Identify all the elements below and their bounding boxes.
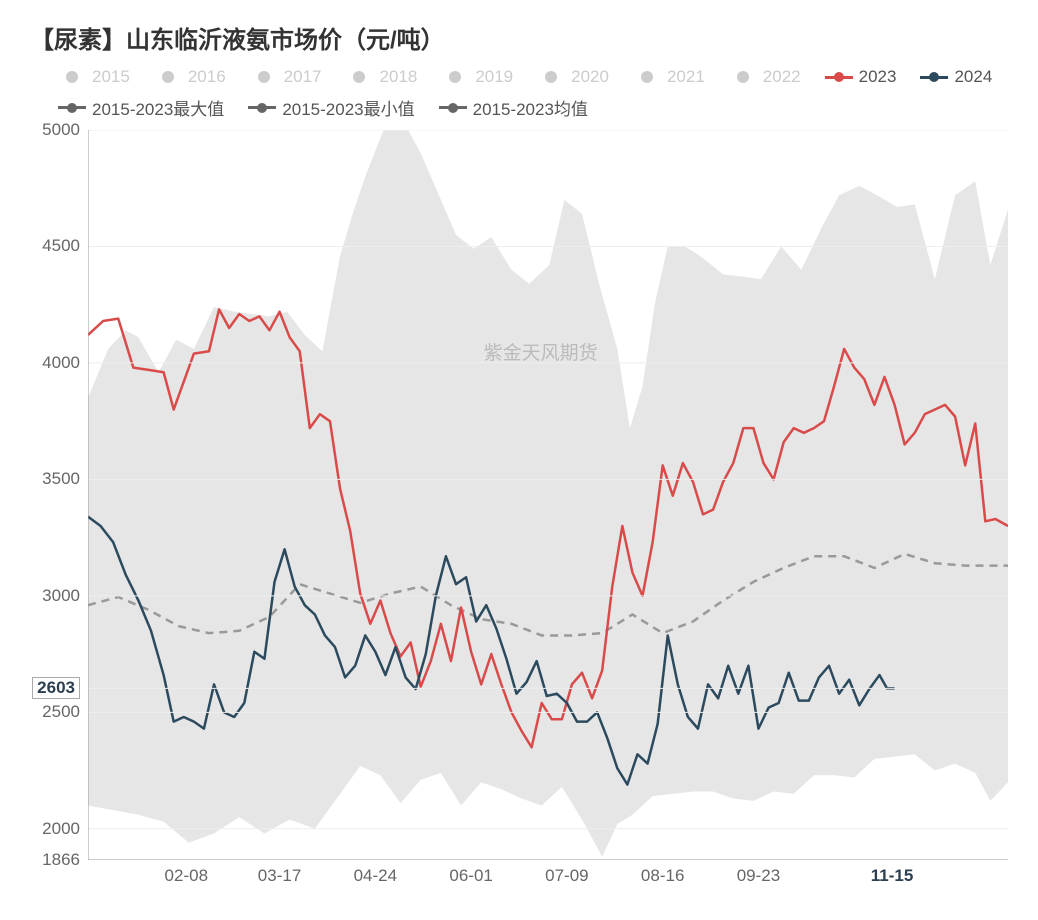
- y-axis-label: 1866: [42, 850, 80, 870]
- legend: 2015 2016 2017 2018 2019 2020 2021 2022 2023 2024…: [30, 67, 1008, 120]
- x-axis-label: 11-15: [871, 866, 914, 886]
- legend-item-2018[interactable]: 2018: [345, 67, 417, 87]
- legend-item-2020[interactable]: 2020: [537, 67, 609, 87]
- x-axis-label: 04-24: [354, 866, 397, 886]
- legend-marker-icon: [537, 76, 565, 79]
- legend-label: 2018: [379, 67, 417, 87]
- y-axis-label: 4000: [42, 353, 80, 373]
- legend-item-2015[interactable]: 2015: [58, 67, 130, 87]
- legend-item-2015-2023均值[interactable]: 2015-2023均值: [439, 95, 588, 120]
- legend-label: 2019: [475, 67, 513, 87]
- legend-item-2017[interactable]: 2017: [250, 67, 322, 87]
- legend-item-2019[interactable]: 2019: [441, 67, 513, 87]
- legend-marker-icon: [825, 76, 853, 79]
- legend-label: 2024: [954, 67, 992, 87]
- x-axis-label: 07-09: [545, 866, 588, 886]
- y-axis-label: 2603: [32, 677, 80, 699]
- x-axis-label: 03-17: [258, 866, 301, 886]
- x-axis-label: 06-01: [449, 866, 492, 886]
- legend-label: 2015: [92, 67, 130, 87]
- legend-marker-icon: [58, 76, 86, 79]
- legend-item-2022[interactable]: 2022: [729, 67, 801, 87]
- legend-label: 2015-2023最大值: [92, 95, 224, 120]
- legend-marker-icon: [345, 76, 373, 79]
- chart-container: 【尿素】山东临沂液氨市场价（元/吨） 201520162017201820192…: [0, 0, 1038, 920]
- legend-marker-icon: [58, 106, 86, 109]
- legend-item-2016[interactable]: 2016: [154, 67, 226, 87]
- y-axis-label: 4500: [42, 236, 80, 256]
- legend-marker-icon: [439, 106, 467, 109]
- plot-area: 紫金天风期货 500045004000350030002603250020001…: [88, 130, 1008, 860]
- chart-title: 【尿素】山东临沂液氨市场价（元/吨）: [30, 20, 1008, 55]
- legend-marker-icon: [729, 76, 757, 79]
- y-axis-label: 3500: [42, 469, 80, 489]
- legend-marker-icon: [441, 76, 469, 79]
- x-axis-label: 09-23: [737, 866, 780, 886]
- legend-label: 2020: [571, 67, 609, 87]
- legend-label: 2023: [859, 67, 897, 87]
- y-axis-label: 3000: [42, 586, 80, 606]
- y-axis-label: 5000: [42, 120, 80, 140]
- legend-marker-icon: [633, 76, 661, 79]
- x-axis-label: 08-16: [641, 866, 684, 886]
- legend-label: 2022: [763, 67, 801, 87]
- legend-label: 2015-2023最小值: [282, 95, 414, 120]
- range-band: [88, 130, 1008, 857]
- legend-item-2023[interactable]: 2023: [825, 67, 897, 87]
- legend-label: 2017: [284, 67, 322, 87]
- legend-marker-icon: [250, 76, 278, 79]
- y-axis-label: 2000: [42, 819, 80, 839]
- chart-svg: [88, 130, 1008, 860]
- legend-item-2024[interactable]: 2024: [920, 67, 992, 87]
- legend-marker-icon: [920, 76, 948, 79]
- legend-marker-icon: [248, 106, 276, 109]
- legend-item-2015-2023最小值[interactable]: 2015-2023最小值: [248, 95, 414, 120]
- x-axis-label: 02-08: [165, 866, 208, 886]
- y-axis-label: 2500: [42, 702, 80, 722]
- legend-item-2015-2023最大值[interactable]: 2015-2023最大值: [58, 95, 224, 120]
- legend-marker-icon: [154, 76, 182, 79]
- legend-label: 2015-2023均值: [473, 95, 588, 120]
- legend-label: 2021: [667, 67, 705, 87]
- legend-item-2021[interactable]: 2021: [633, 67, 705, 87]
- legend-label: 2016: [188, 67, 226, 87]
